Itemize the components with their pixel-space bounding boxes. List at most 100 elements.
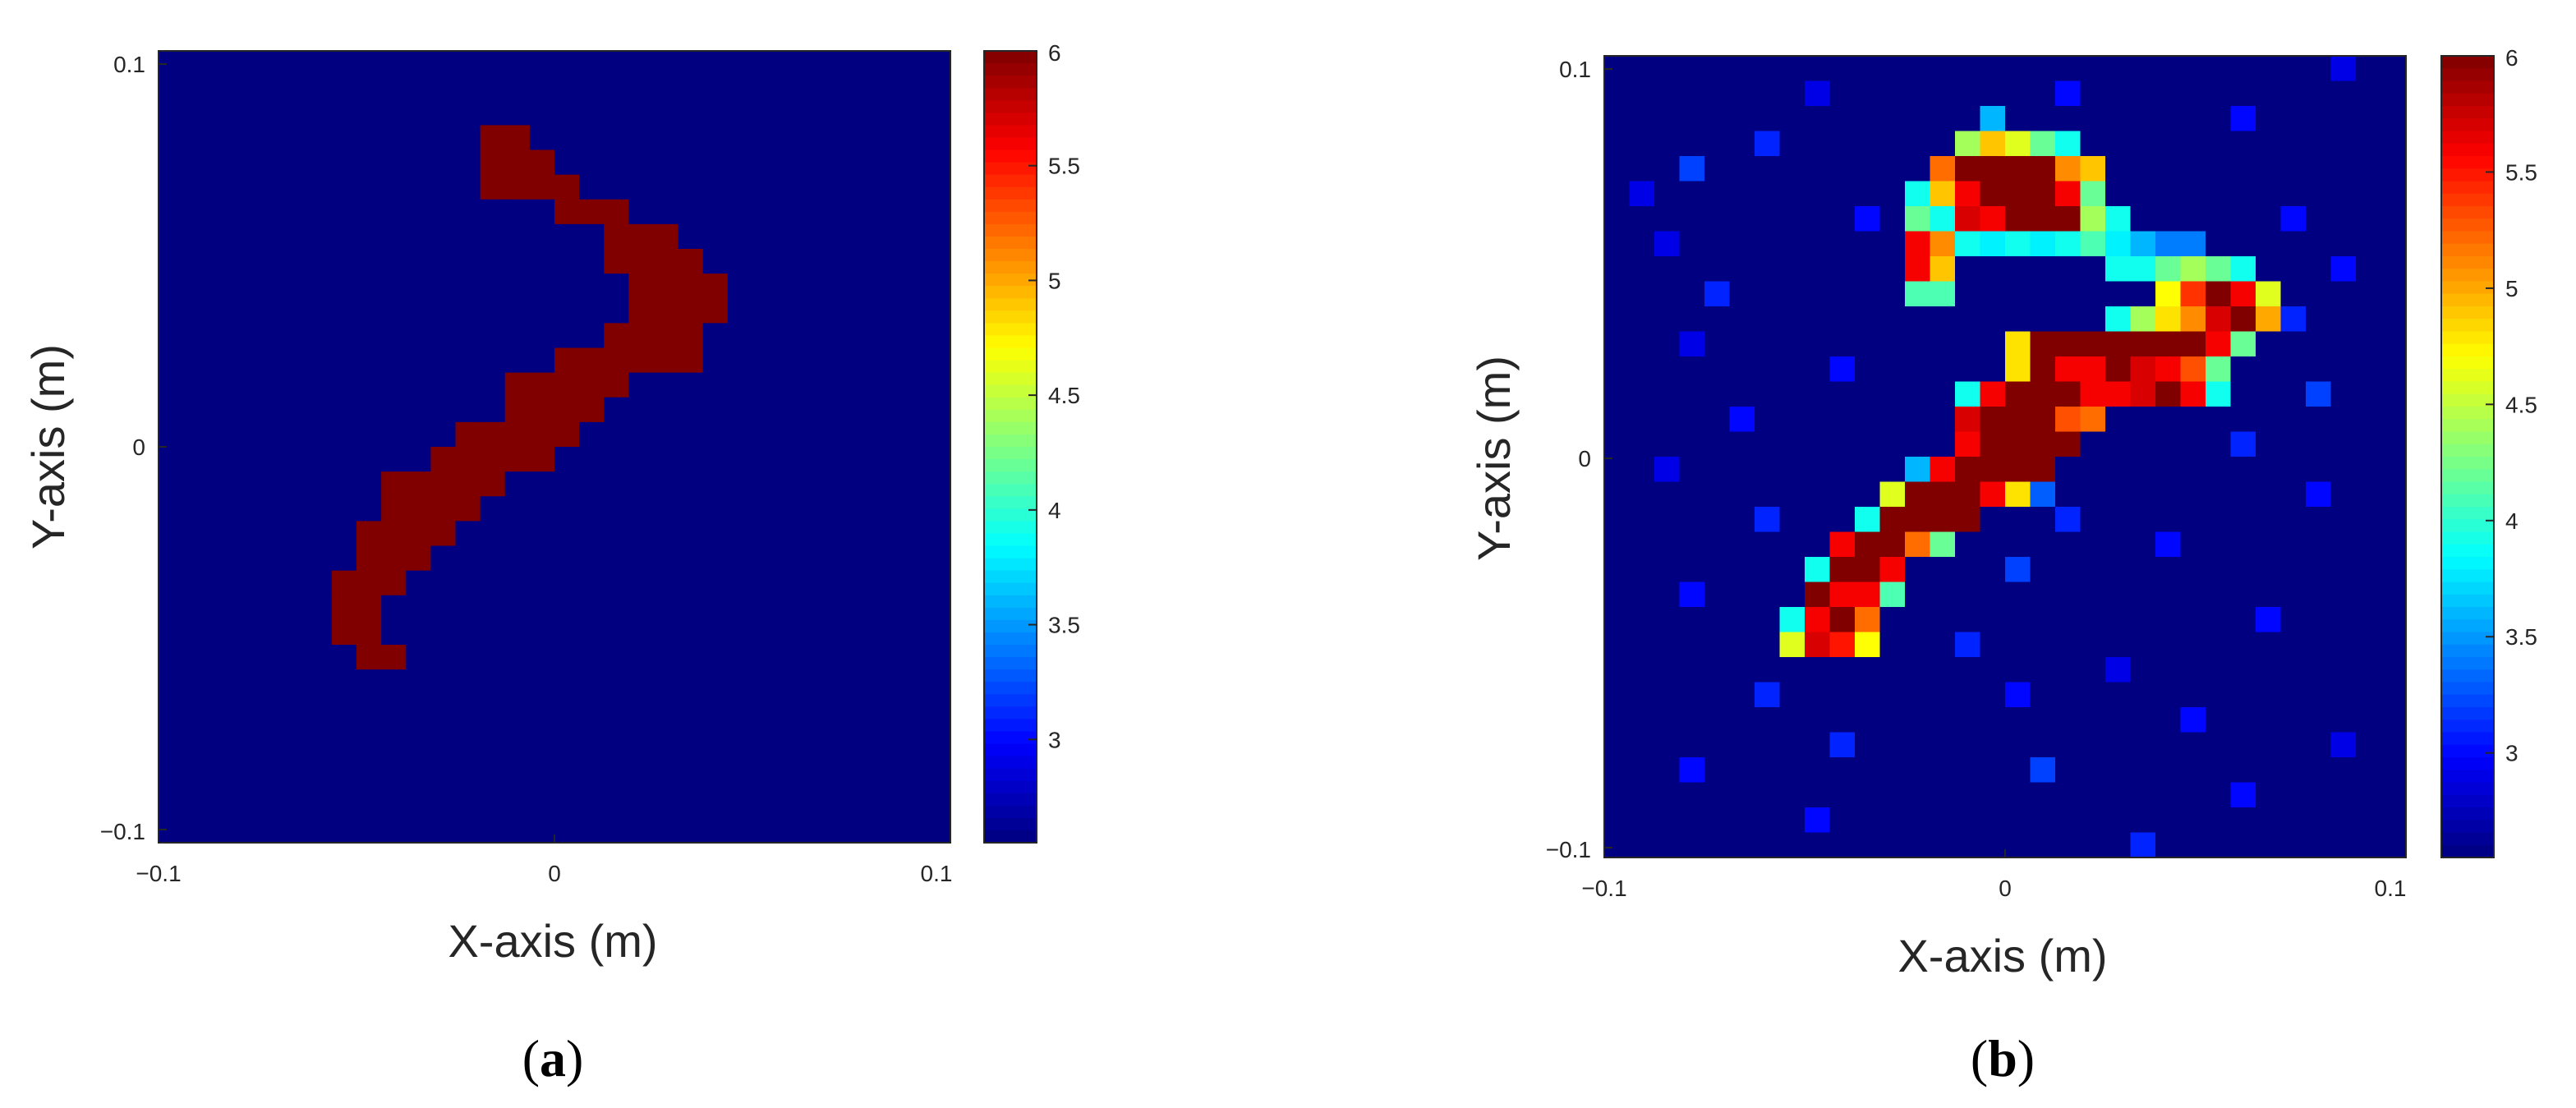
heatmap-a-cell [183,274,209,299]
heatmap-a-cell [331,149,357,176]
heatmap-a-cell [257,471,283,497]
heatmap-a-cell [183,76,209,101]
heatmap-a-cell [183,595,209,621]
heatmap-b-cell [2306,607,2332,633]
heatmap-a-cell [331,223,357,250]
heatmap-b-cell [1805,732,1831,758]
heatmap-a-cell [653,100,679,126]
heatmap-b-cell [1729,782,1755,808]
heatmap-b-cell [2130,682,2156,708]
heatmap-b-cell [2005,657,2031,683]
heatmap-b-cell [2280,80,2307,107]
heatmap-b-cell [2005,131,2031,157]
heatmap-a-cell [752,199,778,225]
panel-label-a: (a) [522,1029,584,1087]
heatmap-a-cell [876,51,902,76]
heatmap-a-cell [504,51,531,76]
heatmap-b-cell [1679,356,1705,383]
heatmap-a-cell [802,545,827,572]
heatmap-a-cell [653,669,679,695]
heatmap-b-cell [1604,306,1631,333]
heatmap-a-cell [356,496,382,522]
heatmap-b-cell [2005,531,2031,558]
heatmap-b-cell [1679,531,1705,558]
heatmap-a-cell [504,323,531,349]
heatmap-a-cell [208,645,233,670]
heatmap-b-cell [1604,782,1631,808]
heatmap-b-cell [1704,281,1731,307]
heatmap-a-cell [851,817,877,844]
heatmap-a-cell [455,372,481,398]
heatmap-b-cell [1679,832,1705,858]
heatmap-a-cell [777,274,803,299]
heatmap-b-cell [1704,732,1731,758]
heatmap-b-cell [1930,331,1956,357]
heatmap-a-cell [381,743,407,770]
heatmap-b-cell [2105,331,2132,357]
heatmap-a-cell [381,174,407,200]
heatmap-a-cell [331,100,357,126]
heatmap-b-cell [2005,832,2031,858]
heatmap-a-cell [529,125,555,151]
heatmap-a-cell [257,323,283,349]
heatmap-b-cell [1629,356,1655,383]
heatmap-a-cell [579,51,605,76]
heatmap-b-cell [2230,106,2256,132]
heatmap-b-cell [1955,832,1981,858]
heatmap-a-cell [529,447,555,472]
heatmap-b-cell [1629,56,1655,82]
heatmap-b-cell [2280,106,2307,132]
heatmap-b-cell [1855,582,1881,608]
heatmap-a-cell [727,323,753,349]
heatmap-b-cell [1654,206,1681,232]
heatmap-b-cell [1980,507,2006,533]
heatmap-a-cell [554,645,580,670]
heatmap-a-cell [208,323,233,349]
heatmap-a-cell [604,743,629,770]
heatmap-b-cell [2256,281,2282,307]
heatmap-b-cell [1704,407,1731,433]
heatmap-b-cell [1980,331,2006,357]
heatmap-a-cell [331,817,357,844]
heatmap-a-cell [900,372,927,398]
heatmap-b-cell [1980,757,2006,784]
heatmap-b-cell [1829,106,1856,132]
heatmap-b-cell [2306,582,2332,608]
heatmap-a-cell [802,76,827,101]
heatmap-a-cell [900,125,927,151]
heatmap-b-cell [2005,557,2031,583]
heatmap-b-cell [2005,732,2031,758]
heatmap-b-cell [2206,80,2232,107]
colorbar-a-segment [984,619,1037,633]
heatmap-a-cell [159,694,184,720]
heatmap-a-cell [504,347,531,374]
heatmap-b-cell [1955,56,1981,82]
colorbar-a-tick-label: 3 [1048,727,1061,752]
heatmap-a-cell [208,817,233,844]
colorbar-b-tick-label: 5.5 [2505,159,2537,185]
heatmap-b-cell [2180,356,2206,383]
heatmap-a-cell [628,274,655,299]
heatmap-a-cell [306,447,333,472]
heatmap-b-cell [1930,381,1956,407]
heatmap-b-cell [1879,156,1906,182]
heatmap-a-cell [159,76,184,101]
heatmap-b-cell [2306,481,2332,508]
heatmap-b-cell [2055,407,2082,433]
heatmap-a-cell [554,76,580,101]
heatmap-b-cell [2155,807,2182,834]
heatmap-a-cell [381,447,407,472]
heatmap-b-cell [1729,206,1755,232]
heatmap-b-cell [1955,657,1981,683]
heatmap-a-cell [529,669,555,695]
heatmap-b-cell [2380,131,2407,157]
heatmap-b-cell [2356,807,2382,834]
heatmap-a-cell [702,76,729,101]
heatmap-b-cell [2155,281,2182,307]
heatmap-a-cell [208,545,233,572]
heatmap-a-cell [529,719,555,745]
heatmap-b-cell [2206,682,2232,708]
heatmap-b-cell [2055,431,2082,457]
heatmap-a-cell [208,471,233,497]
heatmap-b-cell [1704,657,1731,683]
